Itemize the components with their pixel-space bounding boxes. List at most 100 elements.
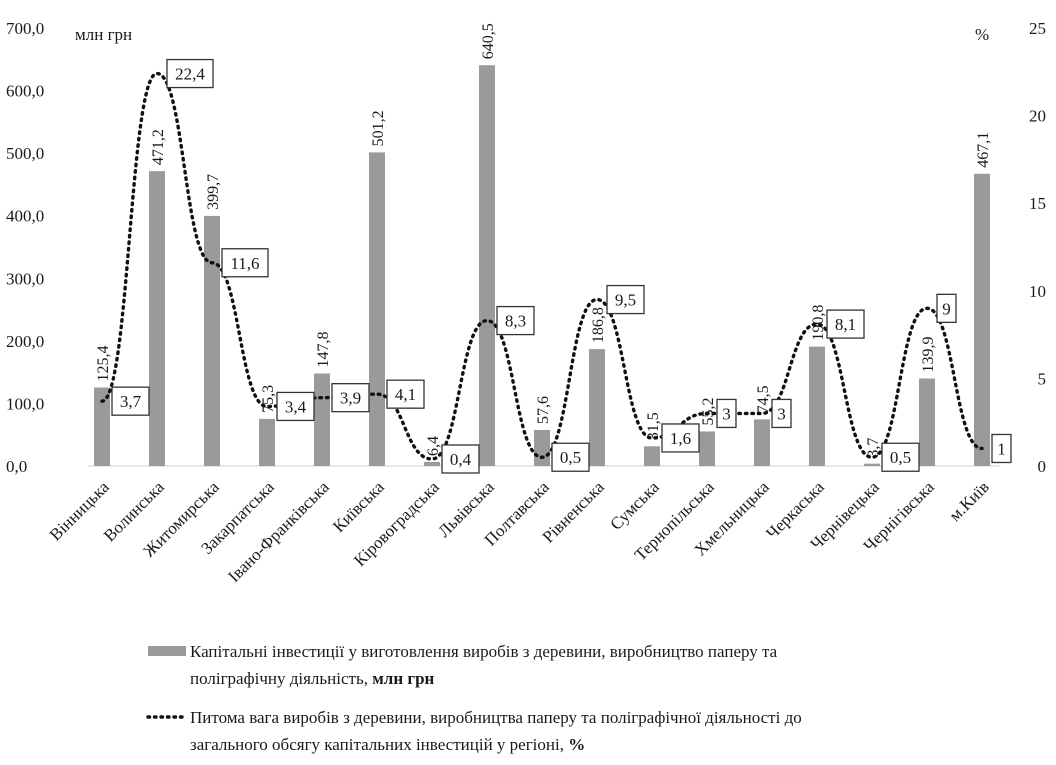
bar-value-label: 57,6 <box>535 396 552 424</box>
line-label-box <box>771 398 792 429</box>
bar <box>259 418 275 466</box>
line-label-box <box>496 305 535 336</box>
line-label-text: 3,9 <box>340 389 361 408</box>
line-label-text: 22,4 <box>175 65 205 84</box>
legend: Капітальні інвестиції у виготовлення вир… <box>146 642 802 754</box>
line-point-label: 3,4 <box>276 391 315 422</box>
line-point-label: 9,5 <box>606 284 645 315</box>
line-label-box <box>551 442 590 472</box>
line-point-label: 3,9 <box>331 383 370 413</box>
line-label-box <box>331 383 370 413</box>
bar-value-label: 125,4 <box>95 346 112 382</box>
line-point-label: 9 <box>936 293 957 323</box>
line-label-text: 4,1 <box>395 385 416 404</box>
left-tick-label: 300,0 <box>6 269 44 288</box>
line-label-box <box>221 248 269 278</box>
line-label-box <box>441 444 480 474</box>
line-label-box <box>716 398 737 429</box>
right-tick-label: 10 <box>1029 282 1046 301</box>
right-axis: 0 5 10 15 20 25% <box>975 19 1046 476</box>
legend-bar-swatch <box>148 646 186 656</box>
bar <box>534 429 550 466</box>
line-label-text: 0,5 <box>560 448 581 467</box>
left-axis: 0,0 100,0 200,0 300,0 400,0 500,0 600,0 700,0 мл… <box>6 19 1000 476</box>
bar <box>94 387 110 466</box>
line-point-label: 22,4 <box>166 58 214 89</box>
line-point-label: 3 <box>771 398 792 429</box>
bar-value-label: 147,8 <box>315 332 332 368</box>
line-label-text: 8,1 <box>835 315 856 334</box>
right-tick-label: 25 <box>1029 19 1046 38</box>
line-label-box <box>386 379 425 409</box>
bar-value-label: 399,7 <box>205 174 222 210</box>
bar <box>204 215 220 466</box>
line-point-label: 0,5 <box>551 442 590 472</box>
line-label-box <box>276 391 315 422</box>
bar <box>369 152 385 466</box>
bar-value-label: 471,2 <box>150 129 167 165</box>
line-label-text: 3 <box>722 404 731 423</box>
line-point-label: 4,1 <box>386 379 425 409</box>
bar <box>864 463 880 466</box>
bar <box>974 173 990 466</box>
bar-value-label: 467,1 <box>975 132 992 168</box>
left-tick-label: 600,0 <box>6 82 44 101</box>
line-label-box <box>166 58 214 89</box>
category-label: м.Київ <box>945 477 993 525</box>
right-tick-label: 5 <box>1038 369 1047 388</box>
bar-value-label: 190,8 <box>810 305 827 341</box>
left-tick-label: 0,0 <box>6 457 27 476</box>
left-tick-label: 400,0 <box>6 207 44 226</box>
right-axis-unit: % <box>975 25 989 44</box>
line-point-label: 3 <box>716 398 737 429</box>
line-point-label: 8,1 <box>826 309 865 339</box>
legend-line-text-line2: загального обсягу капітальних інвестицій… <box>190 735 585 754</box>
right-tick-label: 15 <box>1029 194 1046 213</box>
bar-value-label: 640,5 <box>480 23 497 59</box>
line-label-text: 3,4 <box>285 397 307 416</box>
line-label-box <box>991 433 1012 464</box>
bar-value-label: 186,8 <box>590 307 607 343</box>
bar <box>314 373 330 466</box>
line-point-label: 8,3 <box>496 305 535 336</box>
line-label-box <box>606 284 645 315</box>
category-labels: ВінницькаВолинськаЖитомирськаЗакарпатськ… <box>46 477 993 586</box>
bar <box>424 461 440 466</box>
bar <box>699 431 715 466</box>
right-tick-label: 0 <box>1038 457 1047 476</box>
bar-value-label: 55,2 <box>700 397 717 425</box>
line-point-label: 1 <box>991 433 1012 464</box>
line-label-text: 8,3 <box>505 312 526 331</box>
left-tick-label: 200,0 <box>6 332 44 351</box>
line-label-text: 3,7 <box>120 392 142 411</box>
bar <box>919 378 935 466</box>
line-label-box <box>936 293 957 323</box>
legend-bar-text-line2: поліграфічну діяльність, млн грн <box>190 669 435 688</box>
line-path <box>100 71 984 461</box>
bar-value-label: 501,2 <box>370 110 387 146</box>
bar-value-label: 3,7 <box>865 438 882 458</box>
bar <box>479 65 495 466</box>
bar-value-label: 6,4 <box>425 436 442 456</box>
bar <box>644 446 660 466</box>
bar <box>149 171 165 466</box>
bar <box>809 346 825 466</box>
line-label-text: 9,5 <box>615 291 636 310</box>
line-point-label: 0,4 <box>441 444 480 474</box>
line-label-text: 1,6 <box>670 429 691 448</box>
left-axis-unit: млн грн <box>75 25 132 44</box>
bar <box>589 349 605 466</box>
bar <box>754 419 770 466</box>
line-label-text: 11,6 <box>230 254 259 273</box>
line-label-box <box>661 423 700 453</box>
line-label-box <box>826 309 865 339</box>
bar-value-label: 31,5 <box>645 412 662 440</box>
legend-line-text-line1: Питома вага виробів з деревини, виробниц… <box>190 708 802 727</box>
line-label-box <box>111 386 150 416</box>
line-series: 3,7 22,4 11,6 3,4 3,9 4,1 0,4 8,3 0,5 9,5 1,6 3 3 8,1… <box>100 58 1012 474</box>
bar-value-label: 75,3 <box>260 385 277 413</box>
line-label-text: 9 <box>942 299 951 318</box>
line-point-label: 0,5 <box>881 442 920 472</box>
line-point-label: 3,7 <box>111 386 150 416</box>
